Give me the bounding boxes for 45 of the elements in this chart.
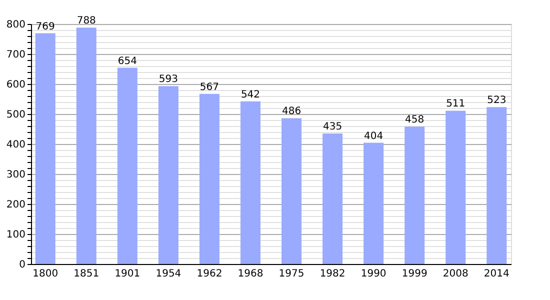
x-tick-label: 1975 (278, 268, 304, 280)
y-tick-label: 0 (19, 260, 26, 270)
bar (158, 86, 178, 264)
bar (35, 33, 56, 264)
x-tick-label: 1901 (114, 268, 140, 280)
y-tick-label: 600 (6, 80, 26, 90)
data-label: 593 (158, 74, 178, 86)
bar (404, 126, 425, 264)
bar (446, 110, 466, 264)
data-label: 523 (487, 95, 506, 106)
bar (117, 68, 138, 264)
bar (486, 107, 507, 264)
y-tick-label: 700 (6, 50, 26, 60)
data-label: 567 (200, 82, 220, 93)
y-tick-label: 400 (6, 140, 26, 150)
bar (199, 94, 220, 264)
x-tick-label: 1999 (402, 268, 428, 280)
bar (364, 142, 384, 264)
data-label: 788 (76, 16, 96, 27)
y-tick-label: 300 (6, 170, 26, 180)
bar (322, 134, 343, 264)
bar (240, 101, 260, 264)
y-tick-label: 800 (6, 20, 26, 30)
bar (76, 28, 96, 264)
y-tick-label: 500 (6, 110, 26, 120)
data-label: 404 (364, 130, 384, 142)
x-tick-label: 1851 (74, 268, 100, 280)
data-label: 486 (282, 106, 302, 118)
y-tick-label: 200 (6, 200, 26, 210)
data-label: 769 (36, 21, 55, 32)
x-tick-label: 2008 (442, 268, 468, 280)
x-tick-label: 1990 (360, 268, 386, 280)
x-tick-label: 1954 (156, 268, 182, 280)
y-tick-label: 100 (6, 230, 26, 240)
data-label: 435 (322, 122, 342, 132)
x-tick-label: 1982 (320, 268, 346, 280)
x-tick-label: 2014 (484, 268, 510, 280)
data-label: 458 (405, 114, 424, 126)
data-label: 654 (118, 56, 137, 67)
x-tick-label: 1800 (32, 268, 58, 280)
data-label: 542 (240, 89, 260, 100)
x-tick-label: 1968 (238, 268, 264, 280)
x-tick-label: 1962 (196, 268, 222, 280)
bar (282, 118, 302, 264)
data-label: 511 (446, 98, 466, 110)
